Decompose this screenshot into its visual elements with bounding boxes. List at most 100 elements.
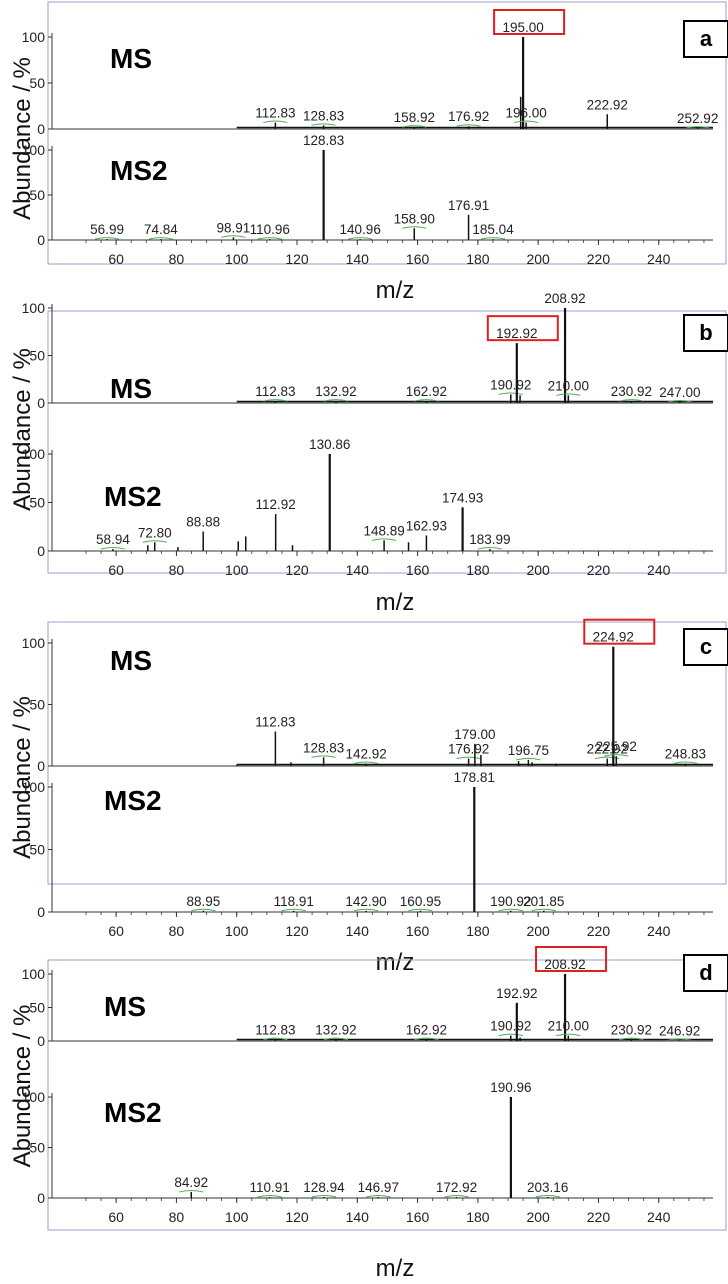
label-connector [595,756,620,760]
x-tick-label: 180 [466,562,490,578]
peak-label: 196.00 [505,106,546,121]
label-connector [556,393,581,396]
label-connector [366,1194,391,1198]
peak-label: 185.04 [472,222,514,237]
peak-label: 110.96 [250,222,290,237]
x-tick-label: 200 [526,562,550,578]
label-connector [498,908,523,912]
label-connector [263,1037,288,1041]
peak-label: 190.92 [490,377,531,392]
label-connector [516,757,541,761]
peak-label: 112.83 [255,106,295,121]
y-tick-label: 50 [29,187,45,203]
peak-label: 196.75 [508,743,549,758]
peak-label: 112.83 [255,715,295,730]
peak-label: 142.90 [345,894,386,909]
y-tick-label: 0 [37,758,45,774]
peak-label: 130.86 [309,437,350,452]
peak-label: 162.93 [406,518,447,533]
peak-label: 201.85 [523,894,564,909]
highlight-box [583,618,656,645]
x-axis-label: m/z [376,949,415,976]
x-tick-label: 120 [285,1209,309,1225]
x-tick-label: 60 [108,251,124,267]
y-tick-label: 50 [29,348,45,364]
x-tick-label: 140 [346,251,370,267]
highlight-box [535,946,608,972]
label-connector [513,120,539,124]
peak-label: 56.99 [90,222,124,237]
peak-label: 210.00 [548,1019,589,1034]
label-connector [456,756,481,760]
ms2-spectrum: 0 50 100 MS2 58.94 72.80 88.88 112.92 130.86 148.… [22,437,713,559]
panel-frame [47,959,727,1231]
label-connector [498,392,523,395]
peak-label: 195.00 [502,20,543,35]
x-axis-label: m/z [376,1255,415,1282]
ms-spectrum: 0 50 100 MS 112.83 132.92 162.92 190.92 192.92 20… [22,291,713,411]
label-connector [323,399,349,402]
y-tick-label: 0 [37,543,45,559]
peak-label: 84.92 [174,1175,208,1190]
x-tick-label: 100 [225,923,249,939]
y-tick-label: 50 [29,75,45,91]
label-connector [535,1194,560,1198]
highlight-box [486,315,559,342]
peak-label: 112.92 [256,497,296,512]
x-tick-label: 240 [647,1209,671,1225]
y-axis-label: Abundance / % [9,1005,36,1168]
panel-letter-box [683,314,728,352]
peak-label: 72.80 [138,525,172,540]
y-tick-label: 100 [22,142,46,158]
peak-label: 230.92 [611,384,652,399]
label-connector [456,124,481,127]
ms-title: MS [104,991,146,1022]
panel-frame [47,1,727,265]
label-connector [348,237,373,240]
x-tick-label: 120 [285,562,309,578]
y-tick-label: 100 [22,300,46,316]
x-axis-label: m/z [376,589,415,616]
x-tick-label: 60 [108,1209,124,1225]
x-axis-label: m/z [376,277,415,304]
x-tick-label: 80 [169,562,185,578]
peak-label: 128.83 [303,133,344,148]
peak-label: 158.90 [394,211,435,226]
label-connector [263,399,288,402]
x-tick-label: 100 [225,251,249,267]
panel-frame [47,310,727,574]
ms-spectrum: 0 50 100 MS 112.83 128.83 158.92 176.92 195.00 19… [22,9,718,137]
peak-label: 146.97 [358,1180,399,1195]
x-tick-label: 80 [169,923,185,939]
peak-label: 128.94 [303,1180,345,1195]
x-tick-label: 240 [647,562,671,578]
peak-label: 210.00 [548,378,589,393]
peak-label: 58.94 [96,532,130,547]
label-connector [311,1194,337,1198]
peak-label: 172.92 [436,1180,477,1195]
x-tick-label: 220 [587,923,611,939]
x-tick-label: 220 [587,251,611,267]
label-connector [281,908,306,912]
x-tick-label: 120 [285,923,309,939]
label-connector [402,125,427,128]
ms2-spectrum: 0 50 100 MS2 56.99 74.84 98.91 110.96 128.83 140.… [22,133,713,248]
peak-label: 132.92 [315,1023,356,1038]
label-connector [480,237,506,240]
y-tick-label: 0 [37,395,45,411]
peak-label: 98.91 [217,220,251,235]
y-tick-label: 100 [22,779,46,795]
label-connector [685,126,710,129]
peak-label: 190.92 [490,1019,531,1034]
peak-label: 162.92 [406,1023,447,1038]
label-connector [402,226,427,229]
x-tick-label: 140 [346,923,370,939]
y-tick-label: 100 [22,966,46,982]
x-tick-label: 220 [587,562,611,578]
x-tick-label: 240 [647,923,671,939]
x-tick-label: 60 [108,923,124,939]
label-connector [667,400,692,403]
x-tick-label: 60 [108,562,124,578]
